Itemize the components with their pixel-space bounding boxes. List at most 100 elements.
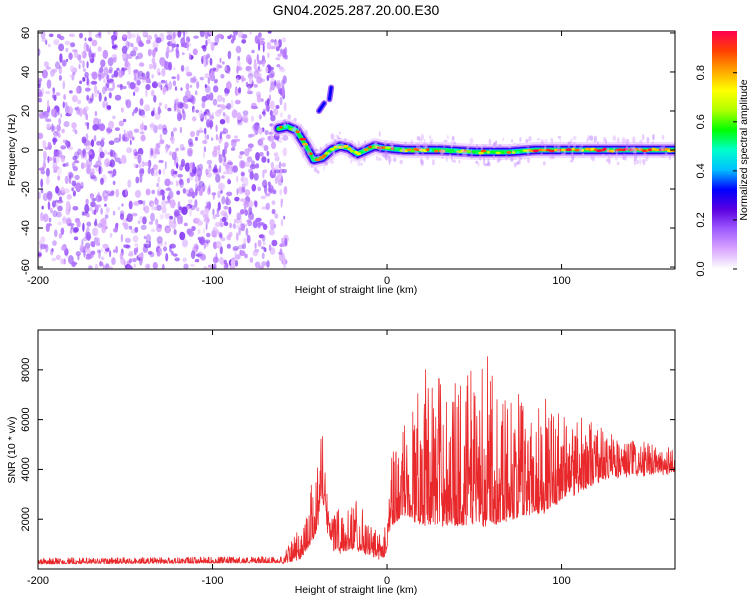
noise-speck (166, 31, 173, 36)
noise-speck (57, 175, 61, 181)
noise-speck (211, 230, 217, 238)
noise-speck (121, 45, 128, 54)
noise-speck (176, 43, 179, 48)
noise-speck (156, 182, 160, 188)
noise-speck (230, 147, 236, 151)
noise-speck (99, 151, 105, 159)
noise-speck (253, 123, 259, 131)
noise-speck (218, 153, 223, 164)
noise-speck (159, 139, 165, 145)
noise-speck (175, 47, 179, 54)
noise-speck (121, 154, 127, 164)
noise-speck (58, 43, 65, 52)
ridge-halo (519, 136, 522, 143)
ridge-halo (333, 150, 336, 158)
noise-speck (268, 135, 275, 143)
noise-speck (258, 42, 261, 51)
ridge-halo (378, 130, 381, 137)
noise-speck (84, 242, 91, 250)
noise-speck (133, 201, 140, 207)
snr-plot-area (38, 330, 675, 569)
noise-speck (181, 52, 185, 56)
spectrogram-y-tick-label: -20 (20, 181, 32, 197)
noise-speck (206, 111, 211, 117)
noise-speck (132, 136, 135, 141)
noise-speck (227, 178, 231, 184)
ridge-peak (506, 151, 512, 154)
noise-speck (59, 35, 65, 41)
noise-speck (150, 212, 155, 222)
noise-speck (270, 81, 276, 91)
noise-speck (160, 79, 166, 84)
noise-speck (52, 240, 57, 246)
noise-speck (86, 76, 89, 85)
noise-speck (146, 71, 150, 79)
noise-speck (262, 223, 268, 230)
noise-speck (227, 161, 234, 165)
noise-speck (56, 166, 62, 176)
noise-speck (162, 127, 168, 135)
noise-speck (89, 98, 93, 102)
noise-speck (55, 185, 59, 194)
noise-speck (195, 175, 199, 184)
noise-speck (96, 140, 102, 146)
noise-speck (243, 200, 250, 208)
noise-speck (103, 66, 109, 76)
noise-speck (86, 122, 90, 130)
noise-speck (38, 167, 45, 171)
noise-speck (74, 151, 80, 159)
noise-speck (168, 218, 172, 228)
noise-speck (151, 81, 158, 89)
ridge-halo (606, 147, 610, 153)
noise-speck (151, 189, 155, 195)
noise-speck (266, 150, 270, 157)
spectrogram-x-tick-label: -200 (27, 275, 49, 287)
noise-speck (176, 190, 181, 195)
noise-speck (268, 244, 272, 252)
noise-speck (240, 198, 246, 203)
noise-speck (126, 213, 133, 223)
noise-speck (77, 54, 82, 61)
noise-speck (275, 57, 281, 61)
noise-speck (104, 149, 107, 155)
noise-speck (112, 180, 116, 186)
noise-speck (179, 143, 185, 151)
ridge-halo (414, 150, 418, 156)
noise-speck (220, 189, 223, 194)
noise-speck (176, 112, 182, 122)
noise-speck (198, 180, 204, 188)
ridge-halo (293, 126, 297, 132)
noise-speck (88, 154, 93, 162)
noise-speck (145, 240, 149, 244)
noise-speck (108, 87, 114, 92)
noise-speck (219, 57, 222, 64)
ridge-halo (511, 139, 514, 143)
noise-speck (157, 241, 164, 247)
noise-speck (204, 114, 207, 121)
ridge-peak (466, 150, 472, 153)
noise-speck (208, 72, 214, 81)
ridge-halo (578, 145, 583, 153)
noise-speck (282, 147, 288, 157)
ridge-halo (344, 137, 347, 144)
noise-speck (123, 244, 130, 249)
noise-speck (257, 239, 262, 247)
noise-speck (224, 65, 228, 72)
noise-speck (41, 69, 48, 79)
ridge-peak (602, 147, 607, 151)
noise-speck (132, 46, 138, 52)
ridge-halo (569, 160, 574, 163)
noise-speck (197, 220, 203, 226)
noise-speck (65, 200, 71, 211)
noise-speck (87, 151, 93, 156)
ridge-halo (452, 159, 457, 163)
noise-speck (57, 221, 62, 226)
noise-speck (173, 67, 176, 71)
noise-speck (271, 186, 275, 195)
snr-line (38, 356, 675, 565)
noise-speck (73, 160, 80, 164)
noise-speck (141, 114, 146, 118)
ridge-halo (319, 146, 322, 153)
noise-speck (61, 128, 65, 134)
